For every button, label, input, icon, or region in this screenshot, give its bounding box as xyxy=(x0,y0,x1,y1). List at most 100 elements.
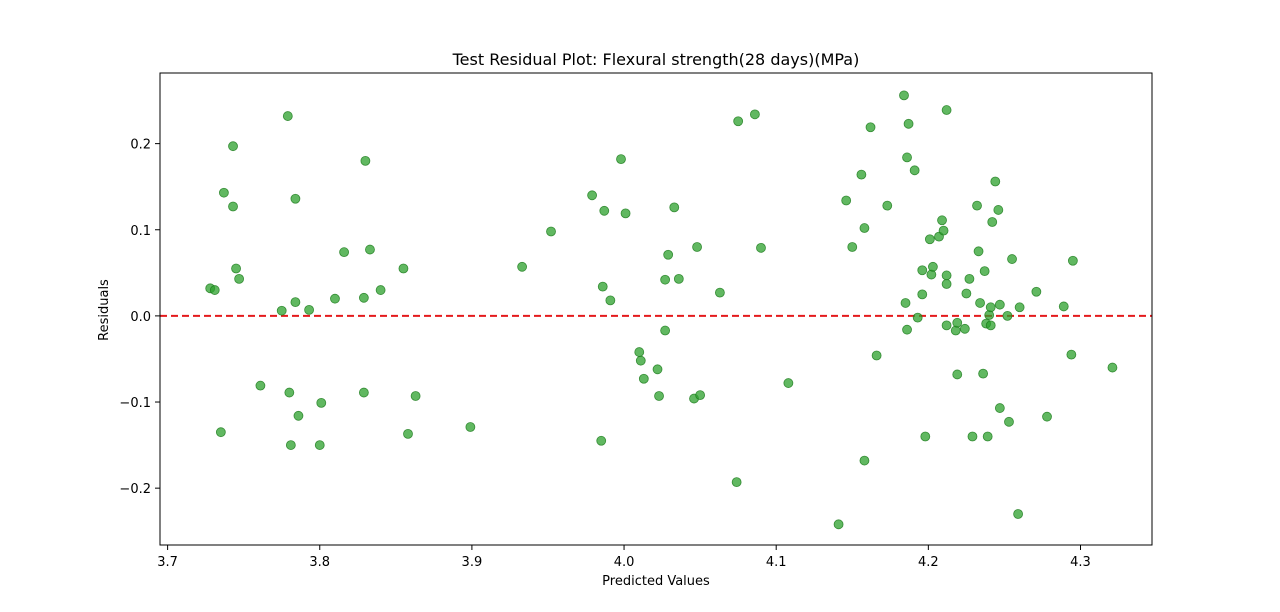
x-tick-label: 4.2 xyxy=(918,555,939,570)
data-point xyxy=(605,295,616,306)
data-point xyxy=(973,246,984,257)
x-tick-label: 4.3 xyxy=(1070,555,1091,570)
data-point xyxy=(912,312,923,323)
data-point xyxy=(1066,349,1077,360)
data-point xyxy=(596,435,607,446)
data-point xyxy=(985,320,996,331)
data-point xyxy=(967,431,978,442)
data-point xyxy=(920,431,931,442)
data-point xyxy=(993,205,1004,215)
data-point xyxy=(1002,310,1013,321)
data-point xyxy=(856,169,867,180)
data-point xyxy=(228,201,238,212)
data-point xyxy=(695,390,706,401)
data-point xyxy=(1058,301,1069,312)
data-point xyxy=(900,298,911,308)
x-tick-label: 3.7 xyxy=(157,555,178,570)
data-point xyxy=(899,90,909,101)
data-point xyxy=(330,293,340,304)
data-point xyxy=(978,368,989,379)
axes: 3.7 3.8 3.9 4.0 4.1 4.2 4.3 −0.2 −0.1 0.0 0.1 0.2 xyxy=(119,72,1153,570)
data-point xyxy=(882,200,893,211)
data-point xyxy=(634,347,645,357)
chart-title: Test Residual Plot: Flexural strength(28… xyxy=(452,50,860,69)
y-tick-label: −0.1 xyxy=(119,396,151,411)
data-point xyxy=(290,193,301,204)
data-point xyxy=(917,289,928,300)
data-point xyxy=(365,244,375,255)
data-point xyxy=(924,234,935,245)
data-point xyxy=(941,270,952,281)
data-points xyxy=(205,90,1118,530)
data-point xyxy=(316,397,327,408)
data-point xyxy=(285,440,296,450)
data-point xyxy=(282,111,293,121)
y-tick-label: 0.1 xyxy=(130,224,151,239)
x-tick-label: 3.8 xyxy=(309,555,330,570)
data-point xyxy=(231,263,241,274)
data-point xyxy=(546,226,556,237)
data-point xyxy=(938,225,949,236)
data-point xyxy=(284,387,295,398)
data-point xyxy=(465,422,476,432)
data-point xyxy=(756,242,766,253)
data-point xyxy=(660,325,671,336)
data-point xyxy=(928,261,938,272)
data-point xyxy=(833,519,844,530)
plot-frame xyxy=(159,72,1153,546)
data-point xyxy=(952,317,963,328)
data-point xyxy=(304,304,315,315)
data-point xyxy=(952,369,963,380)
data-point xyxy=(587,190,597,201)
data-point xyxy=(1004,416,1014,427)
data-point xyxy=(209,285,220,295)
data-point xyxy=(215,427,226,438)
data-point xyxy=(517,261,528,272)
data-point xyxy=(228,141,238,152)
data-point xyxy=(917,265,928,276)
data-point xyxy=(1107,362,1118,373)
data-point xyxy=(975,298,985,308)
data-point xyxy=(358,292,369,303)
data-point xyxy=(909,165,920,176)
data-point xyxy=(731,477,742,488)
data-point xyxy=(847,242,858,252)
y-tick-label: −0.2 xyxy=(119,482,151,497)
data-point xyxy=(985,302,996,313)
data-point xyxy=(865,122,876,133)
data-point xyxy=(635,355,646,366)
data-point xyxy=(410,391,421,401)
data-point xyxy=(959,323,970,334)
data-point xyxy=(937,215,947,226)
data-point xyxy=(1042,411,1052,422)
data-point xyxy=(994,403,1005,413)
data-point xyxy=(339,247,349,258)
data-point xyxy=(692,242,702,252)
data-point xyxy=(871,350,882,361)
data-point xyxy=(358,387,369,398)
data-point xyxy=(1031,286,1042,297)
x-tick-label: 3.9 xyxy=(462,555,483,570)
data-point xyxy=(941,279,952,289)
data-point xyxy=(293,410,304,421)
data-point xyxy=(859,223,870,233)
data-point xyxy=(859,455,870,466)
data-point xyxy=(673,273,684,284)
data-point xyxy=(994,299,1005,310)
data-point xyxy=(638,373,649,384)
data-point xyxy=(1007,254,1017,264)
data-point xyxy=(941,105,952,115)
data-point xyxy=(1013,509,1024,519)
data-point xyxy=(654,391,664,401)
data-point xyxy=(669,202,680,213)
data-point xyxy=(360,155,371,166)
data-point xyxy=(620,208,631,219)
data-point xyxy=(663,249,674,260)
data-point xyxy=(941,320,952,331)
y-axis-label: Residuals xyxy=(97,279,112,341)
data-point xyxy=(1067,255,1078,266)
data-point xyxy=(964,273,975,284)
data-point xyxy=(599,205,610,216)
